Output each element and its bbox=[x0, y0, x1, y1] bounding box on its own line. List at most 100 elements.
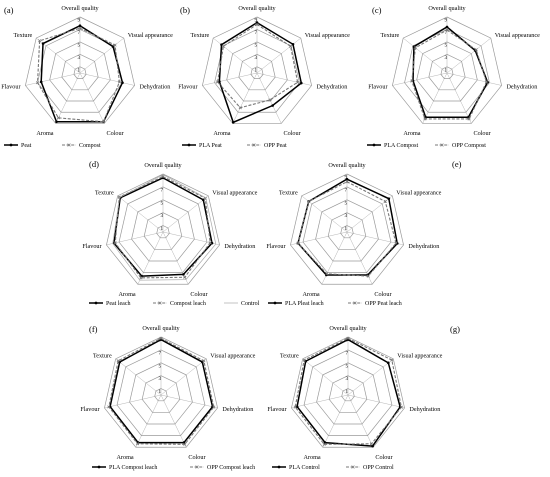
series-point bbox=[55, 120, 58, 124]
series-point bbox=[117, 80, 122, 84]
series-point bbox=[78, 24, 82, 28]
series-point bbox=[238, 106, 242, 110]
radar-panel-1: (a) 9 7 5 3 1 Overall quality Visual appearance… bbox=[1, 5, 173, 149]
series-point bbox=[394, 241, 398, 245]
tick-label: 7 bbox=[159, 350, 162, 356]
grid-ring bbox=[316, 362, 380, 425]
axis-label: Dehydration bbox=[222, 406, 253, 413]
series-point bbox=[135, 442, 140, 446]
axis-label: Flavour bbox=[266, 243, 285, 250]
axis-spoke bbox=[302, 358, 349, 396]
axis-spoke bbox=[446, 37, 491, 74]
tick-label: 7 bbox=[345, 187, 348, 193]
axis-spoke bbox=[322, 394, 349, 448]
series-point bbox=[445, 28, 449, 32]
axis-label: Texture bbox=[93, 353, 112, 360]
series-point bbox=[288, 44, 293, 48]
axis-spoke bbox=[346, 231, 404, 246]
series-point bbox=[255, 21, 259, 24]
axis-label: Visual appearance bbox=[397, 353, 442, 360]
tick-label: 7 bbox=[161, 187, 164, 193]
axis-label: Dehydration bbox=[316, 84, 347, 91]
series-point bbox=[322, 442, 326, 446]
grid-ring bbox=[141, 375, 181, 413]
radar-panel-3: (c) 9 7 5 3 1 Overall quality Visual appearance… bbox=[367, 5, 540, 149]
series-point bbox=[467, 117, 471, 121]
series-point bbox=[231, 121, 235, 124]
series-point bbox=[159, 336, 163, 340]
axis-spoke bbox=[160, 394, 187, 448]
axis-label: Colour bbox=[473, 130, 490, 137]
axis-spoke bbox=[104, 394, 162, 409]
series-point bbox=[383, 199, 387, 204]
axis-label: Flavour bbox=[267, 406, 286, 413]
tick-label: 1 bbox=[159, 389, 162, 395]
series-point bbox=[183, 275, 187, 279]
series-point bbox=[41, 42, 45, 45]
axis-label: Aroma bbox=[118, 291, 135, 298]
axis-spoke bbox=[232, 72, 258, 124]
axis-label: Dehydration bbox=[506, 84, 537, 91]
series-point bbox=[78, 26, 82, 30]
series-point bbox=[296, 80, 300, 84]
axis-spoke bbox=[347, 394, 374, 448]
legend-label: OPP Peat bbox=[264, 143, 287, 149]
series-line bbox=[216, 23, 299, 109]
series-line bbox=[108, 337, 215, 445]
grid-ring bbox=[73, 66, 87, 79]
legend-label: Compost bbox=[79, 143, 101, 149]
tick-label: 9 bbox=[255, 18, 258, 24]
legend-marker bbox=[97, 465, 101, 469]
tick-label: 3 bbox=[159, 376, 162, 382]
axis-label: Overall quality bbox=[328, 162, 366, 169]
axis-spoke bbox=[290, 231, 348, 246]
series-point bbox=[387, 361, 390, 365]
series-point bbox=[474, 48, 478, 52]
series-point bbox=[293, 405, 297, 409]
tick-label: 5 bbox=[255, 42, 258, 48]
series-line bbox=[297, 178, 399, 276]
grid-ring bbox=[340, 225, 354, 239]
tick-label: 7 bbox=[255, 30, 258, 36]
axis-label: Visual appearance bbox=[210, 353, 255, 360]
tick-label: 1 bbox=[78, 67, 81, 73]
grid-ring bbox=[156, 225, 170, 239]
legend-label: OPP Compost bbox=[452, 143, 486, 149]
legend-label: PLA Control bbox=[289, 465, 320, 471]
grid-ring bbox=[25, 16, 135, 124]
series-point bbox=[366, 274, 370, 278]
series-point bbox=[296, 241, 300, 245]
series-point bbox=[271, 104, 274, 107]
axis-label: Colour bbox=[375, 454, 392, 461]
series-point bbox=[161, 174, 165, 179]
series-point bbox=[302, 358, 306, 362]
grid-ring bbox=[154, 388, 168, 402]
legend-label: OPP Compost leach bbox=[207, 465, 255, 471]
grid-ring bbox=[315, 199, 379, 262]
legend-label: PLA Peat bbox=[199, 143, 222, 149]
tick-label: 7 bbox=[346, 350, 349, 356]
tick-label: 3 bbox=[346, 376, 349, 382]
legend-label: Control bbox=[241, 301, 260, 307]
grid-ring bbox=[143, 212, 183, 250]
axis-label: Colour bbox=[283, 130, 300, 137]
axis-label: Aroma bbox=[213, 130, 230, 137]
series-point bbox=[117, 195, 121, 199]
series-line bbox=[297, 181, 397, 277]
axis-label: Dehydration bbox=[408, 243, 439, 250]
series-point bbox=[121, 81, 124, 84]
axis-spoke bbox=[422, 72, 448, 124]
grid-ring bbox=[328, 375, 368, 413]
axis-spoke bbox=[79, 37, 124, 74]
axis-label: Flavour bbox=[178, 84, 197, 91]
axis-label: Flavour bbox=[368, 84, 387, 91]
series-line bbox=[40, 24, 124, 123]
series-point bbox=[212, 405, 216, 409]
axis-spoke bbox=[79, 72, 105, 124]
series-point bbox=[346, 336, 350, 340]
tick-label: 5 bbox=[78, 42, 81, 48]
tick-label: 5 bbox=[159, 363, 162, 369]
axis-label: Visual appearance bbox=[305, 32, 350, 39]
axis-label: Colour bbox=[106, 130, 123, 137]
axis-label: Flavour bbox=[80, 406, 99, 413]
